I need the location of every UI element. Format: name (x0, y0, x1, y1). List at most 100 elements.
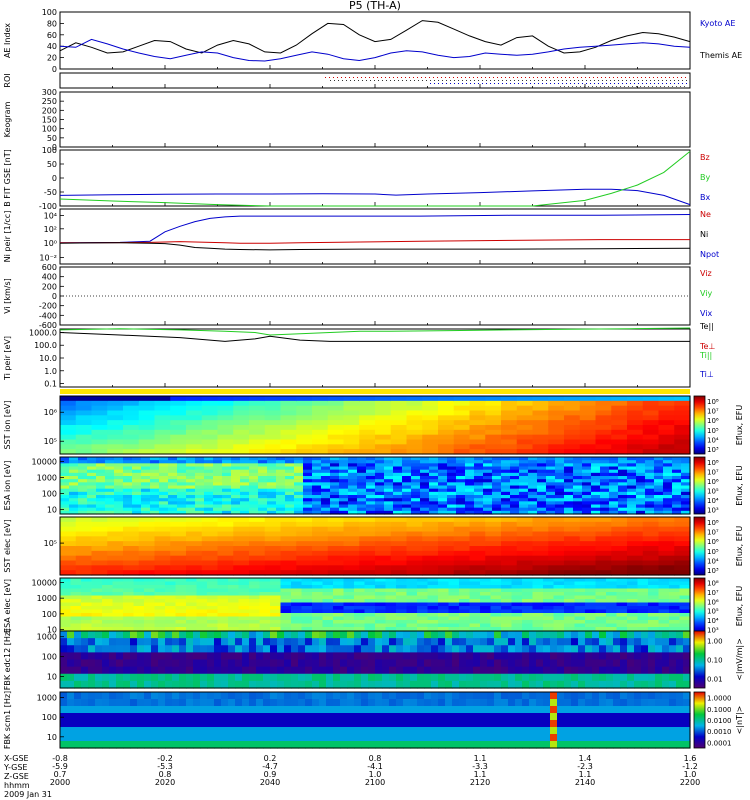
fbk-scm1-cell (165, 727, 173, 735)
esa-elec-cell (133, 627, 145, 632)
roi-flag-dot (613, 77, 614, 78)
fbk-edc12-cell (172, 631, 180, 639)
esa-ion-cell (681, 504, 691, 509)
fbk-scm1-cell (88, 706, 96, 714)
sst-ion-cell (201, 425, 219, 431)
sst-elec-cell (249, 521, 266, 528)
density-legend-ni: Ni (700, 230, 708, 239)
roi-flag-dot (650, 83, 651, 84)
fbk-scm1-cell (445, 706, 453, 714)
esa-elec-cell (123, 595, 135, 600)
sst-elec-cell (406, 536, 423, 542)
fbk-edc12-cell (228, 673, 236, 682)
fbk-scm1-cell (410, 741, 418, 749)
sst-ion-cell (485, 439, 502, 445)
sst-elec-cell (280, 546, 297, 552)
esa-ion-cell (195, 472, 205, 477)
fbk-edc12-cell (585, 645, 593, 653)
sst-elec-cell (233, 550, 250, 557)
esa-elec-cell (375, 578, 387, 583)
sst-ion-cell (548, 425, 565, 431)
esa-elec-cell (438, 581, 450, 586)
esa-ion-cell (321, 507, 331, 512)
esa-ion-cell (564, 466, 574, 471)
esa-elec-cell (70, 585, 82, 590)
fbk-scm1-cell (221, 734, 229, 742)
fbk-edc12-cell (655, 666, 663, 675)
esa-ion-cell (501, 498, 511, 502)
esa-ion-cell (285, 479, 295, 483)
esa-elec-cell (480, 620, 492, 625)
esa-elec-cell (280, 599, 292, 604)
fbk-edc12-cell (340, 666, 348, 675)
bfit-series-by (59, 151, 691, 207)
fbk-edc12-cell (165, 652, 173, 661)
sst-ion-cell (123, 444, 140, 450)
esa-ion-cell (312, 466, 322, 471)
sst-ion-cell (516, 439, 534, 445)
esa-elec-cell (543, 599, 555, 604)
fbk-scm1-cell (130, 734, 138, 742)
fbk-scm1-cell (228, 706, 236, 714)
roi-flag-dot (586, 83, 587, 84)
sst-elec-cell (642, 546, 660, 552)
sst-elec-cell (642, 517, 660, 523)
sst-ion-cell (579, 439, 597, 445)
esa-elec-cell (448, 599, 460, 604)
temperature-frame (59, 328, 691, 388)
fbk-edc12-cell (571, 659, 579, 668)
esa-ion-cell (528, 466, 538, 471)
roi-flag-dot (446, 83, 447, 84)
roi-flag-dot (473, 77, 474, 78)
fbk-edc12-cell (543, 638, 551, 646)
fbk-edc12-cell (67, 680, 75, 689)
sst-elec-cell (453, 555, 471, 562)
fbk-scm1-cell (466, 692, 474, 700)
sst-ion-cell (91, 415, 108, 421)
fbk-scm1-cell (361, 713, 369, 721)
sst-ion-cell (501, 434, 518, 441)
roi-flag-dot (393, 77, 394, 78)
fbk-edc12-cell (256, 638, 264, 646)
esa-ion-cell (69, 482, 79, 487)
fbk-edc12-cell (522, 673, 530, 682)
esa-ion-cell (96, 501, 106, 506)
fbk-edc12-cell (186, 638, 194, 646)
esa-elec-cell (154, 599, 166, 604)
esa-elec-cell (322, 609, 334, 614)
esa-elec-cell (354, 588, 366, 593)
sst-ion-cell (138, 434, 156, 441)
sst-elec-cell (296, 546, 313, 552)
esa-ion-cell (348, 469, 358, 474)
fbk-edc12-cell (221, 638, 229, 646)
esa-elec-cell (165, 606, 177, 611)
roi-flag-dot (506, 80, 507, 81)
esa-ion-cell (330, 482, 340, 487)
roi-flag-dot (538, 83, 539, 84)
sst-ion-cell (91, 400, 108, 407)
roi-flag-dot (498, 80, 499, 81)
sst-ion-cell (343, 415, 360, 421)
sst-elec-cell (485, 546, 502, 552)
esa-elec-cell (133, 581, 145, 586)
fbk-edc12-cell (445, 673, 453, 682)
fbk-scm1-cell (382, 734, 390, 742)
fbk-edc12-cell (165, 645, 173, 653)
fbk-scm1-cell (109, 727, 117, 735)
esa-elec-cell (427, 602, 439, 607)
esa-elec-cell (333, 592, 345, 597)
esa-elec-cell (679, 620, 691, 625)
esa-ion-cell (546, 457, 556, 461)
esa-ion-cell (168, 507, 178, 512)
fbk-edc12-cell (382, 673, 390, 682)
esa-ion-cell (591, 485, 601, 490)
esa-ion-cell (222, 466, 232, 471)
fbk-scm1-cell (249, 741, 257, 749)
esa-elec-cell (123, 623, 135, 628)
fbk-edc12-cell (627, 673, 635, 682)
fbk-scm1-cell (186, 734, 194, 742)
fbk-scm1-cell (284, 741, 292, 749)
sst-ion-cell (233, 449, 250, 455)
esa-ion-cell (294, 460, 304, 464)
fbk-scm1-cell (368, 713, 376, 721)
